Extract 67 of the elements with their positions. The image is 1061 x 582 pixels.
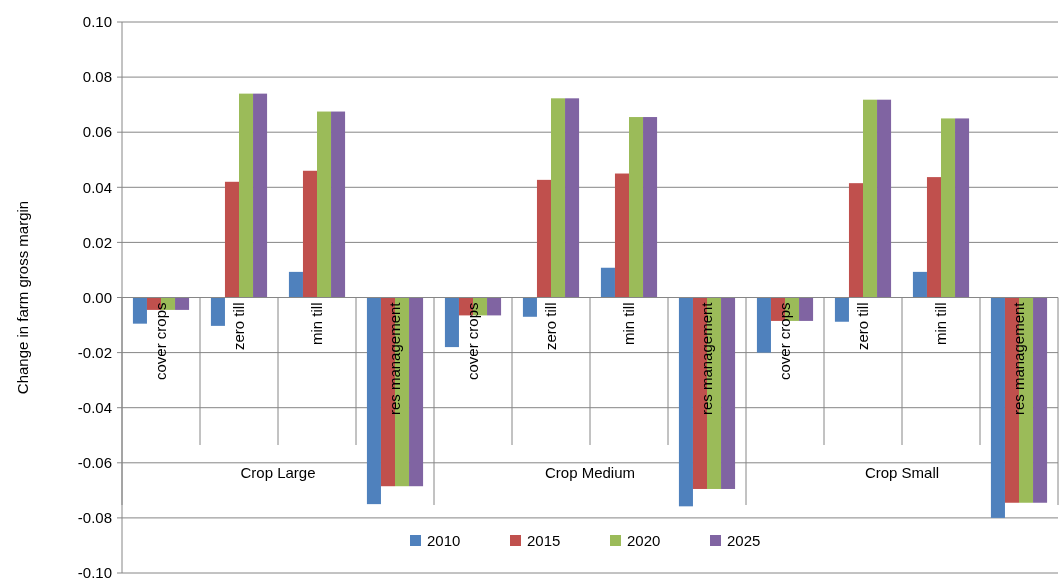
bar: [834, 297, 849, 322]
bar: [253, 93, 268, 298]
x-tick-label: min till: [932, 302, 950, 346]
bar: [926, 177, 941, 298]
bar: [912, 271, 927, 298]
bar: [756, 297, 771, 353]
bar: [317, 111, 332, 298]
x-tick-label: zero till: [230, 302, 248, 351]
bar: [600, 267, 615, 298]
x-tick-label: min till: [308, 302, 326, 346]
bar: [848, 183, 863, 298]
bar: [409, 297, 424, 487]
bar: [551, 98, 566, 298]
legend-label: 2020: [627, 532, 661, 550]
x-tick-label: zero till: [542, 302, 560, 351]
bar: [643, 117, 658, 298]
x-tick-label: res management: [386, 301, 404, 416]
bar: [678, 297, 693, 507]
x-tick-label: cover crops: [152, 302, 170, 381]
bar: [239, 93, 254, 298]
bar: [877, 99, 892, 298]
bar: [955, 118, 970, 298]
y-axis-title: Change in farm gross margin: [14, 200, 31, 395]
bar: [565, 98, 580, 298]
annotation: Crop Medium: [544, 464, 636, 481]
bar: [224, 181, 239, 298]
y-tick-label: 0.02: [82, 233, 112, 251]
x-tick-label: cover crops: [464, 302, 482, 381]
bar: [614, 173, 629, 298]
bar: [444, 297, 459, 348]
x-tick-label: res management: [1010, 301, 1028, 416]
bar: [721, 297, 736, 489]
y-tick-label: 0.04: [82, 178, 112, 196]
y-tick-label: 0.08: [82, 68, 112, 86]
bar: [288, 271, 303, 298]
bar: [629, 117, 644, 298]
bar: [941, 118, 956, 298]
legend-label: 2010: [427, 532, 461, 550]
bar: [302, 170, 317, 298]
bar: [487, 297, 502, 316]
annotation: Crop Large: [240, 464, 316, 481]
bar: [990, 297, 1005, 518]
bar: [331, 111, 346, 298]
y-tick-label: 0.10: [82, 13, 112, 31]
y-tick-label: 0.06: [82, 123, 112, 141]
bar: [1033, 297, 1048, 503]
y-tick-label: 0.00: [82, 288, 112, 306]
legend-label: 2015: [527, 532, 561, 550]
annotation: Crop Small: [864, 464, 940, 481]
y-tick-label: -0.04: [77, 398, 112, 416]
bar: [210, 297, 225, 326]
bar: [536, 179, 551, 298]
bar: [175, 297, 190, 310]
y-tick-label: -0.10: [77, 564, 112, 582]
bar: [799, 297, 814, 321]
y-tick-label: -0.08: [77, 509, 112, 527]
x-tick-label: res management: [698, 301, 716, 416]
bar: [132, 297, 147, 324]
bar: [863, 99, 878, 298]
legend-label: 2025: [727, 532, 761, 550]
x-tick-label: cover crops: [776, 302, 794, 381]
y-tick-label: -0.02: [77, 343, 112, 361]
x-tick-label: zero till: [854, 302, 872, 351]
bar: [522, 297, 537, 317]
x-tick-label: min till: [620, 302, 638, 346]
y-tick-label: -0.06: [77, 454, 112, 472]
bar: [366, 297, 381, 505]
